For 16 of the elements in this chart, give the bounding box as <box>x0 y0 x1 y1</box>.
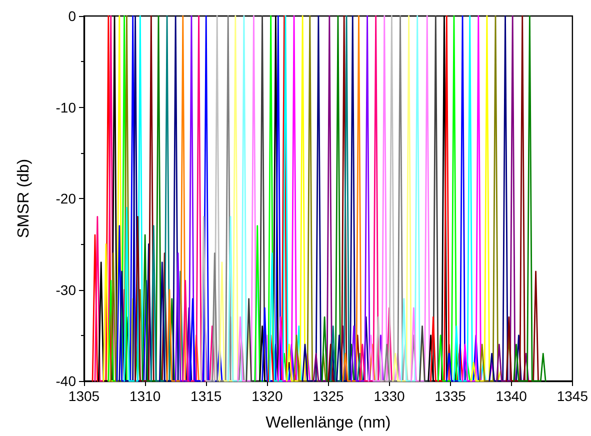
y-tick-label: -10 <box>56 99 76 116</box>
y-tick-label: -20 <box>56 190 76 206</box>
x-tick-label: 1325 <box>312 388 344 404</box>
y-tick-label: -30 <box>56 282 76 298</box>
y-tick-label: 0 <box>68 8 76 24</box>
x-tick-label: 1305 <box>68 388 100 404</box>
x-tick-label: 1320 <box>252 388 283 404</box>
x-axis-title: Wellenlänge (nm) <box>266 414 391 432</box>
x-tick-label: 1340 <box>496 388 528 404</box>
x-tick-label: 1335 <box>434 388 466 404</box>
y-tick-label: -40 <box>56 373 76 389</box>
x-tick-label: 1315 <box>190 388 222 404</box>
y-axis-title: SMSR (db) <box>16 158 32 238</box>
x-tick-label: 1330 <box>374 388 406 404</box>
x-tick-label: 1345 <box>556 388 588 404</box>
x-tick-label: 1310 <box>129 388 161 404</box>
